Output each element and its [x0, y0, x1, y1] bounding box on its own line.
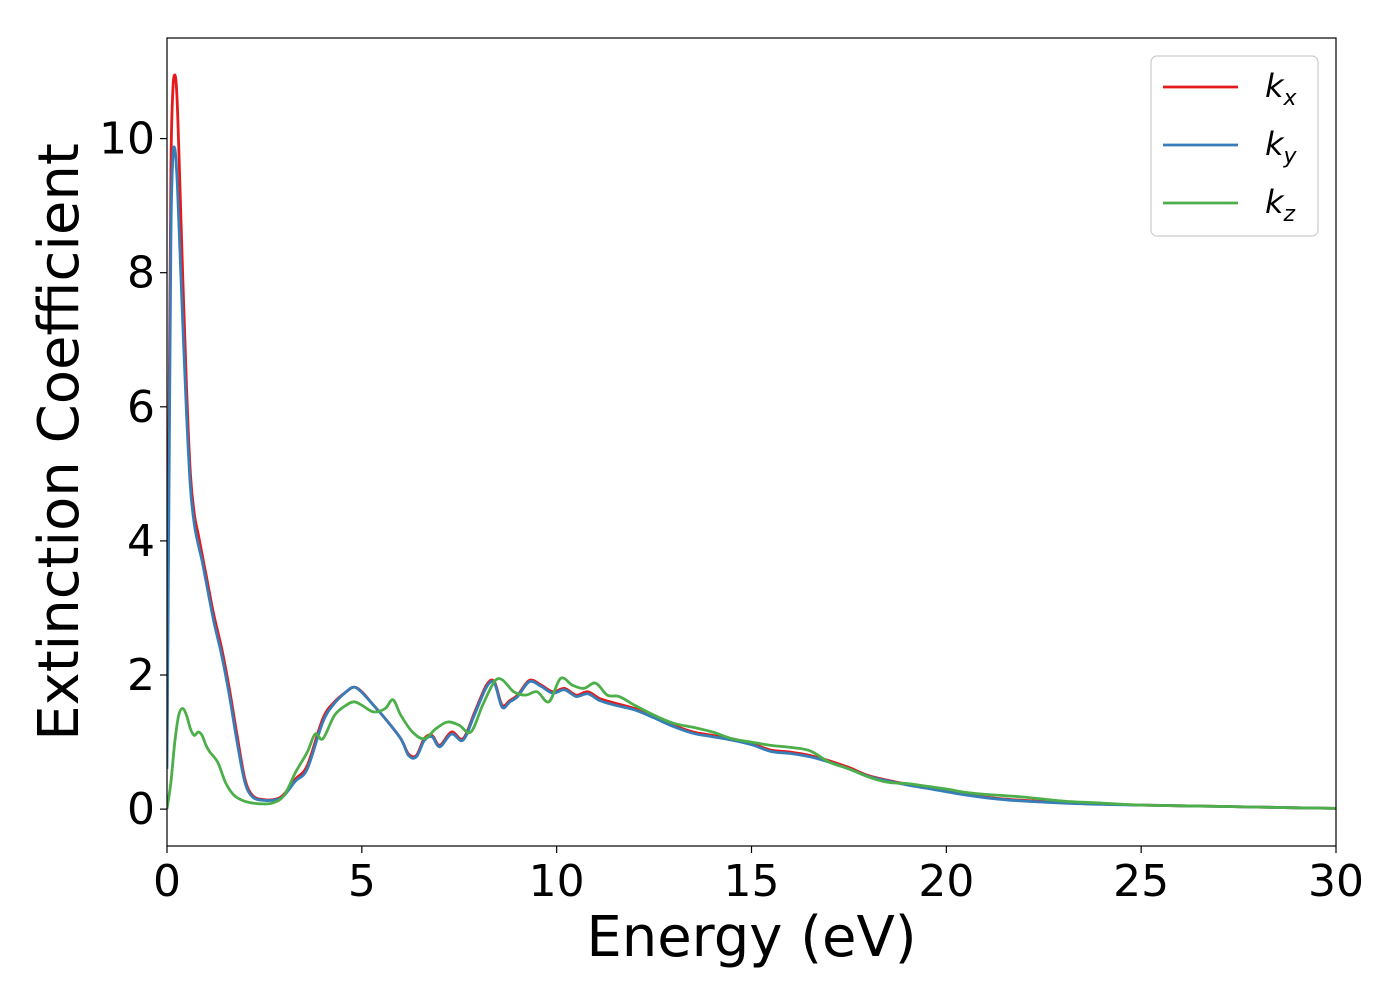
x-axis-ticks: 0 5 10 15 20 25 30 — [153, 846, 1364, 907]
legend: kx ky kz — [1150, 55, 1319, 237]
series-line-kz — [167, 676, 1336, 810]
y-tick-label: 0 — [127, 784, 155, 835]
x-tick-label: 10 — [529, 856, 585, 907]
y-tick-label: 4 — [127, 516, 155, 567]
y-tick-label: 8 — [127, 248, 155, 299]
x-tick-label: 15 — [724, 856, 780, 907]
legend-label-kx: kx — [1265, 67, 1298, 111]
x-axis-label: Energy (eV) — [586, 905, 916, 970]
x-tick-label: 20 — [918, 856, 974, 907]
y-axis-ticks: 0 2 4 6 8 10 — [99, 114, 167, 835]
y-tick-label: 10 — [99, 114, 155, 165]
series-layer — [167, 73, 1336, 810]
x-tick-label: 25 — [1113, 856, 1169, 907]
x-tick-label: 0 — [153, 856, 181, 907]
y-axis-label: Extinction Coefficient — [27, 143, 92, 741]
y-tick-label: 6 — [127, 382, 155, 433]
x-tick-label: 5 — [348, 856, 376, 907]
legend-label-ky: ky — [1265, 125, 1298, 169]
x-tick-label: 30 — [1308, 856, 1364, 907]
y-tick-label: 2 — [127, 650, 155, 701]
legend-label-kz: kz — [1265, 183, 1296, 227]
